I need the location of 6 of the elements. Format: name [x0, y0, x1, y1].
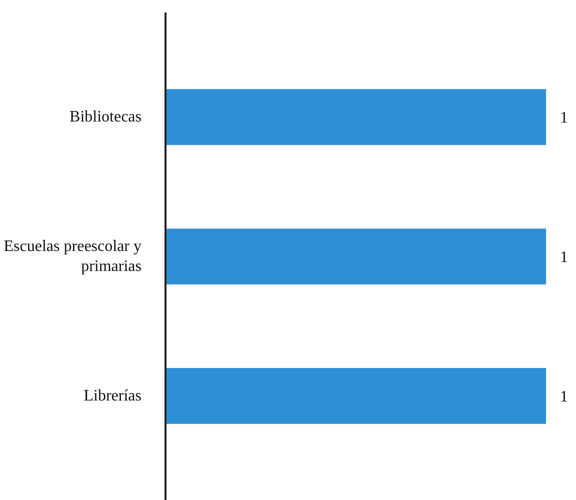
y-tick-label: Bibliotecas	[70, 108, 142, 126]
data-label: 1	[560, 110, 568, 127]
y-tick-label: Escuelas preescolar y primarias	[4, 238, 142, 276]
data-label: 1	[560, 249, 568, 266]
data-label: 1	[560, 388, 568, 406]
y-tick-label: Librerías	[84, 387, 142, 404]
